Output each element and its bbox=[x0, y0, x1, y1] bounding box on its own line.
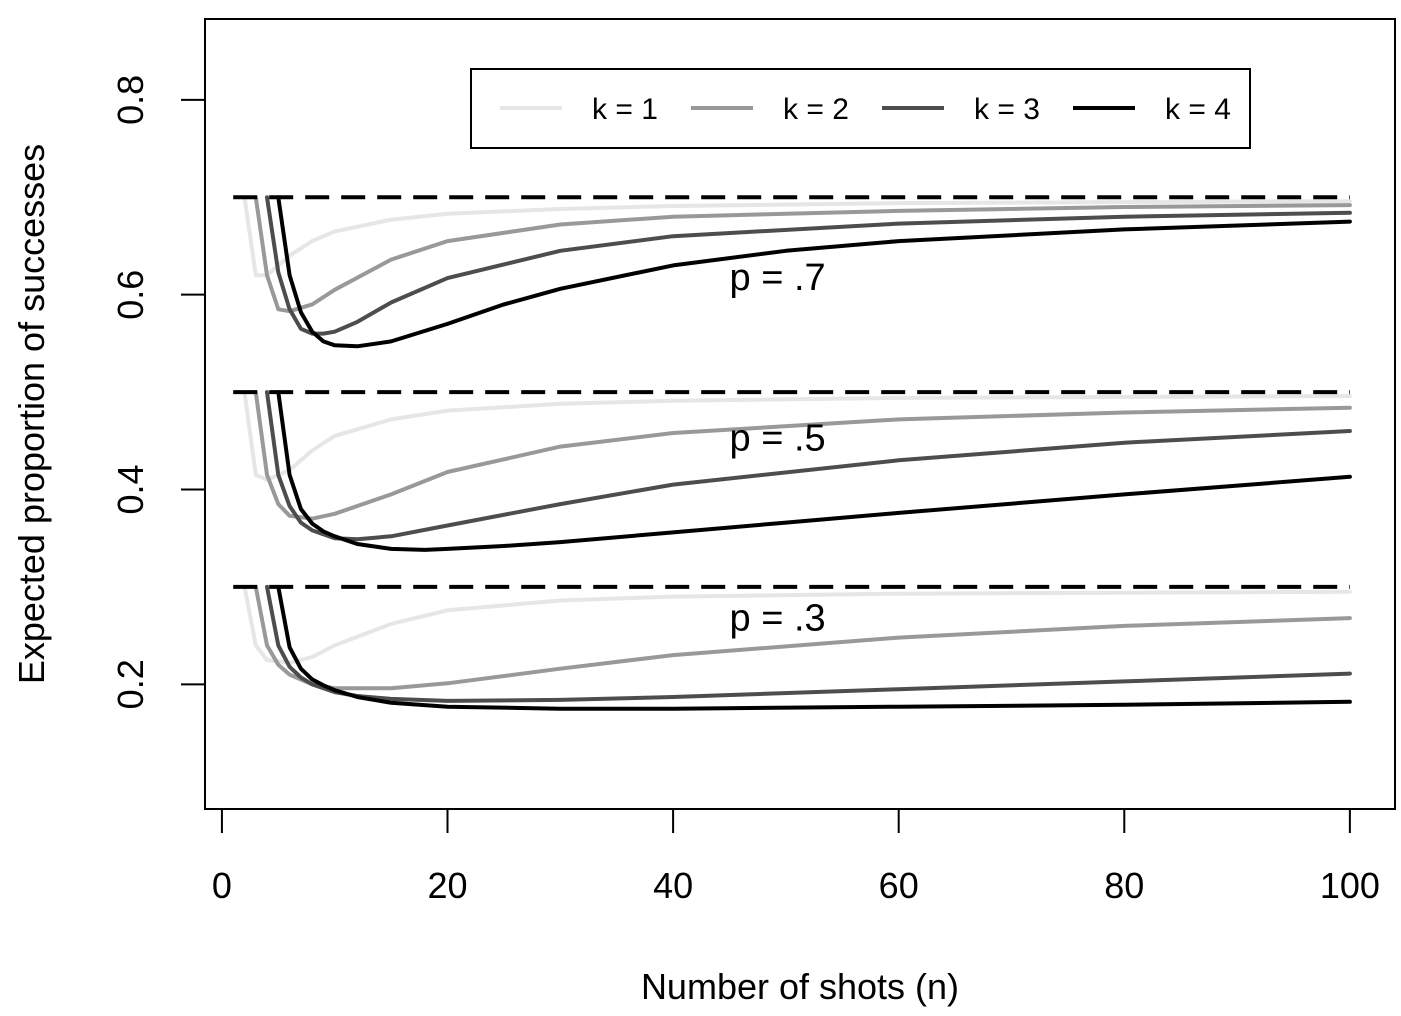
annotation-label: p = .3 bbox=[730, 598, 826, 640]
legend-label: k = 2 bbox=[783, 93, 849, 126]
series-line-3-k1 bbox=[242, 584, 1352, 665]
legend-box bbox=[470, 68, 1251, 149]
y-tick-label: 0.8 bbox=[110, 75, 151, 125]
legend-label: k = 1 bbox=[592, 93, 658, 126]
series-line-7-k2 bbox=[253, 195, 1352, 314]
annotation-label: p = .7 bbox=[730, 257, 826, 299]
series-layer bbox=[242, 195, 1352, 711]
legend-items: k = 1 k = 2 k = 3 k = 4 bbox=[500, 93, 1231, 126]
x-tick-label: 20 bbox=[427, 865, 467, 906]
series-line-3-k4 bbox=[276, 584, 1352, 711]
annotation-label: p = .5 bbox=[730, 418, 826, 460]
x-tick-label: 60 bbox=[879, 865, 919, 906]
x-tick-label: 40 bbox=[653, 865, 693, 906]
series-line-5-k2 bbox=[253, 390, 1352, 521]
legend-label: k = 3 bbox=[974, 93, 1040, 126]
series-line-3-k3 bbox=[265, 584, 1352, 703]
y-tick-label: 0.4 bbox=[110, 464, 151, 514]
series-line-7-k4 bbox=[276, 195, 1352, 349]
series-line-5-k3 bbox=[265, 390, 1352, 542]
x-axis: 0 20 40 60 80 100 bbox=[212, 808, 1380, 906]
y-tick-label: 0.2 bbox=[110, 659, 151, 709]
x-tick-label: 100 bbox=[1320, 865, 1380, 906]
series-line-7-k3 bbox=[265, 195, 1352, 336]
x-tick-label: 0 bbox=[212, 865, 232, 906]
legend: k = 1 k = 2 k = 3 k = 4 bbox=[470, 68, 1251, 149]
y-axis: 0.2 0.4 0.6 0.8 bbox=[110, 75, 206, 709]
y-tick-label: 0.6 bbox=[110, 270, 151, 320]
x-axis-title: Number of shots (n) bbox=[641, 966, 959, 1007]
series-line-3-k2 bbox=[253, 584, 1352, 691]
series-line-5-k4 bbox=[276, 390, 1352, 552]
reference-lines-layer bbox=[233, 195, 1350, 589]
x-tick-label: 80 bbox=[1104, 865, 1144, 906]
annotations-layer: p = .7 p = .5 p = .3 bbox=[730, 257, 826, 640]
legend-label: k = 4 bbox=[1165, 93, 1231, 126]
y-axis-title: Expected proportion of successes bbox=[11, 144, 52, 684]
